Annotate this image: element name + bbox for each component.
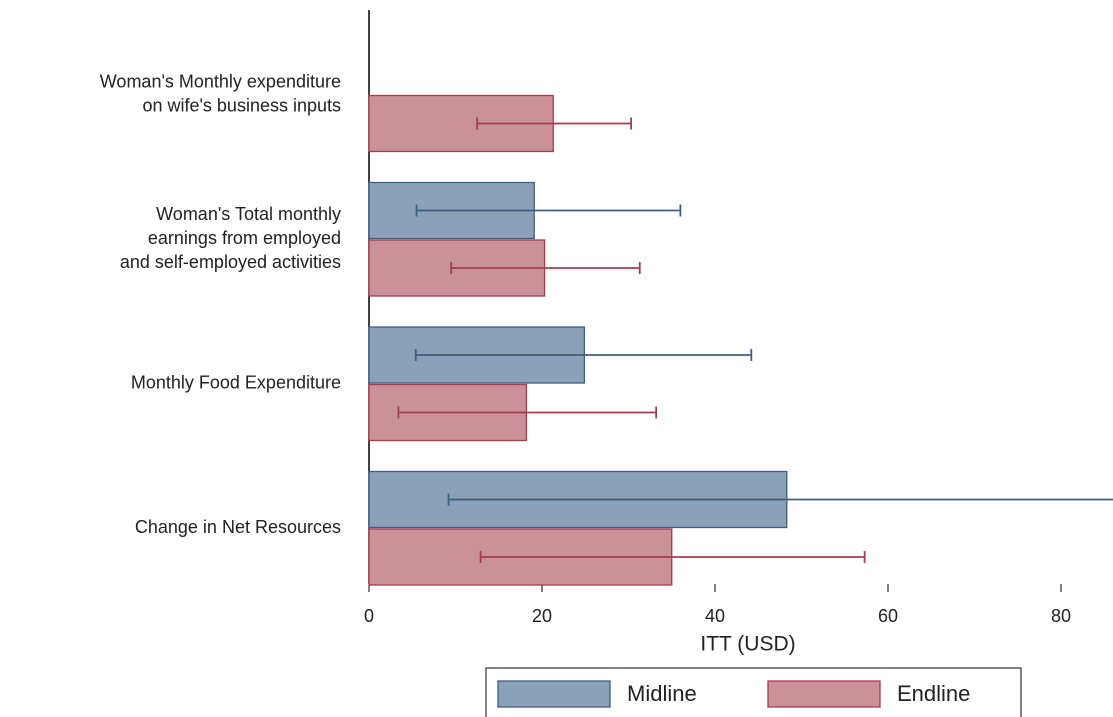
legend-label: Midline — [627, 681, 697, 706]
error-bar — [479, 551, 866, 563]
x-axis-label: ITT (USD) — [700, 633, 795, 656]
y-tick-label: and self-employed activities — [120, 252, 341, 272]
y-tick-label: Woman's Total monthly — [156, 204, 341, 224]
legend-swatch — [767, 680, 881, 708]
legend-label: Endline — [897, 681, 970, 706]
x-tick-label: 20 — [532, 606, 552, 626]
x-tick-label: 0 — [364, 606, 374, 626]
error-bar — [450, 262, 641, 274]
y-tick-label: earnings from employed — [148, 228, 341, 248]
error-bar — [476, 117, 632, 130]
error-bar — [397, 406, 658, 419]
legend-swatch — [497, 680, 611, 708]
y-tick-label: Woman's Monthly expenditure — [100, 71, 341, 91]
x-tick-label: 40 — [705, 606, 725, 626]
error-bar — [414, 349, 753, 361]
y-tick-label: Monthly Food Expenditure — [131, 372, 341, 392]
x-tick-label: 80 — [1051, 606, 1071, 626]
y-tick-label: Change in Net Resources — [135, 517, 341, 537]
error-bar — [415, 204, 682, 217]
error-bar — [447, 493, 1113, 506]
x-tick-label: 60 — [878, 606, 898, 626]
y-tick-label: on wife's business inputs — [142, 95, 341, 115]
